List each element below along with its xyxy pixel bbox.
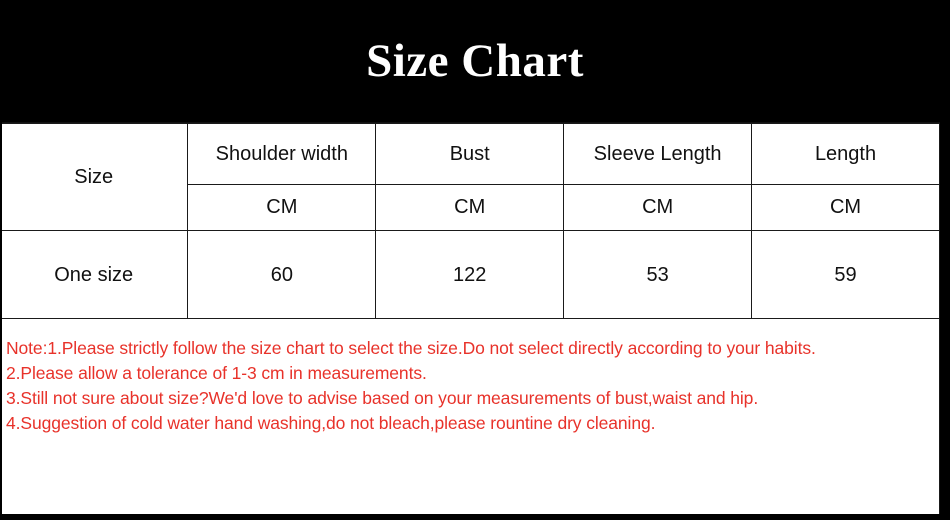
cell-length-value: 59 (751, 230, 940, 321)
title-band: Size Chart (0, 0, 950, 122)
unit-cell-shoulder-width: CM (187, 184, 377, 231)
table-row-headers: Size Shoulder width Bust Sleeve Length L… (0, 123, 940, 231)
notes-block: Note:1.Please strictly follow the size c… (0, 318, 940, 515)
note-line-4: 4.Suggestion of cold water hand washing,… (6, 413, 656, 433)
cell-shoulder-width-value: 60 (187, 230, 377, 321)
header-cell-bust: Bust (375, 123, 565, 185)
note-line-1: Note:1.Please strictly follow the size c… (6, 338, 816, 358)
frame-edge-right (940, 122, 950, 514)
unit-cell-length: CM (751, 184, 940, 231)
unit-cell-bust: CM (375, 184, 565, 231)
header-cell-size: Size (0, 123, 189, 231)
header-cell-length: Length (751, 123, 940, 185)
table-row-units: CM CM CM CM (0, 184, 940, 231)
unit-cell-sleeve-length: CM (563, 184, 753, 231)
content-sheet: Size Shoulder width Bust Sleeve Length L… (0, 122, 940, 515)
table-row: One size 60 122 53 59 (0, 230, 940, 321)
frame-edge-left (0, 122, 2, 514)
header-cell-sleeve-length: Sleeve Length (563, 123, 753, 185)
header-cell-shoulder-width: Shoulder width (187, 123, 377, 185)
cell-size-value: One size (0, 230, 189, 321)
frame-edge-bottom (0, 514, 950, 520)
cell-sleeve-length-value: 53 (563, 230, 753, 321)
page-title: Size Chart (366, 34, 584, 87)
note-line-2: 2.Please allow a tolerance of 1-3 cm in … (6, 363, 427, 383)
cell-bust-value: 122 (375, 230, 565, 321)
note-line-3: 3.Still not sure about size?We'd love to… (6, 388, 759, 408)
size-table: Size Shoulder width Bust Sleeve Length L… (0, 123, 940, 321)
